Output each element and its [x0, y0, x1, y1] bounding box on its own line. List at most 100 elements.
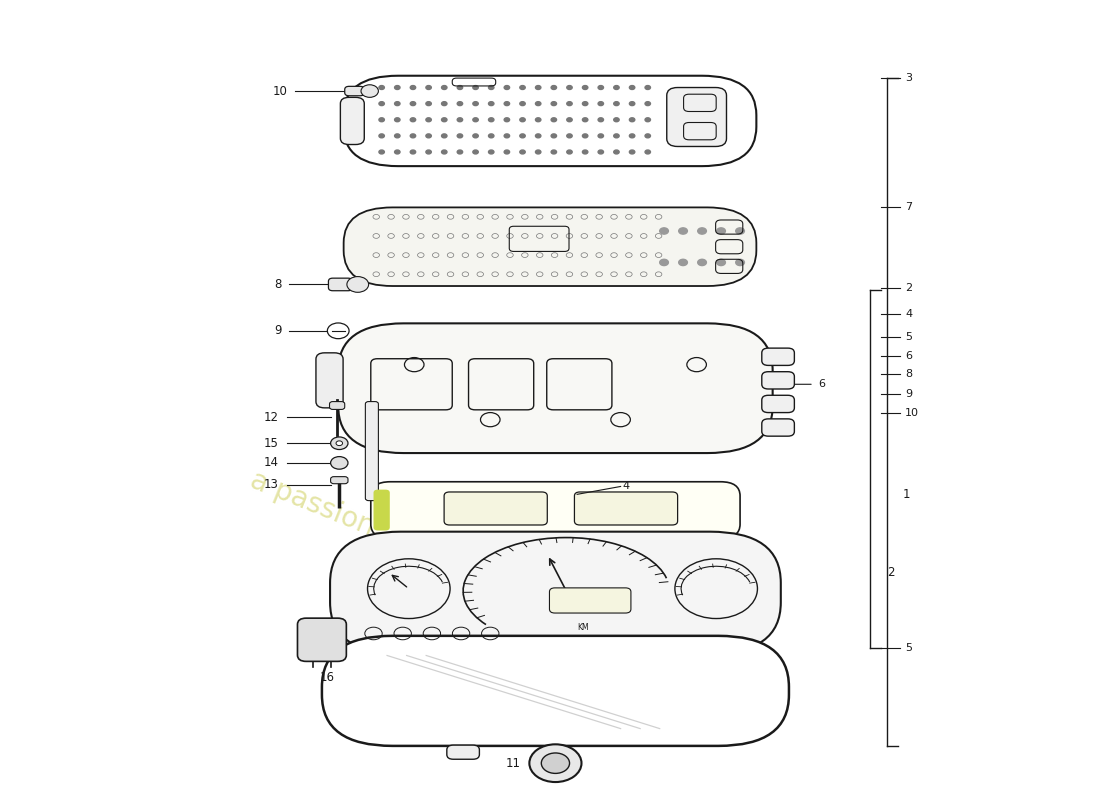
- Circle shape: [441, 118, 447, 122]
- Circle shape: [395, 102, 400, 106]
- Circle shape: [645, 102, 650, 106]
- Circle shape: [520, 134, 525, 138]
- FancyBboxPatch shape: [762, 348, 794, 366]
- FancyBboxPatch shape: [331, 477, 348, 484]
- FancyBboxPatch shape: [343, 207, 757, 286]
- Circle shape: [520, 118, 525, 122]
- Text: 16: 16: [320, 671, 334, 684]
- Circle shape: [473, 134, 478, 138]
- Circle shape: [536, 102, 541, 106]
- Circle shape: [598, 150, 604, 154]
- FancyBboxPatch shape: [365, 402, 378, 501]
- Circle shape: [504, 134, 509, 138]
- FancyBboxPatch shape: [316, 353, 343, 408]
- Circle shape: [629, 150, 635, 154]
- Circle shape: [441, 150, 447, 154]
- Circle shape: [660, 259, 669, 266]
- FancyBboxPatch shape: [371, 482, 740, 538]
- FancyBboxPatch shape: [330, 532, 781, 654]
- Circle shape: [629, 102, 635, 106]
- FancyBboxPatch shape: [374, 490, 389, 530]
- FancyBboxPatch shape: [340, 98, 364, 145]
- Circle shape: [426, 86, 431, 90]
- Circle shape: [566, 86, 572, 90]
- Circle shape: [736, 259, 745, 266]
- Circle shape: [488, 150, 494, 154]
- Text: 8: 8: [274, 278, 282, 291]
- Circle shape: [629, 86, 635, 90]
- Text: 6: 6: [905, 351, 912, 361]
- Circle shape: [458, 134, 463, 138]
- Circle shape: [458, 86, 463, 90]
- Circle shape: [441, 102, 447, 106]
- Circle shape: [378, 150, 384, 154]
- Circle shape: [566, 102, 572, 106]
- Circle shape: [629, 118, 635, 122]
- Circle shape: [645, 118, 650, 122]
- Circle shape: [346, 277, 368, 292]
- Circle shape: [441, 86, 447, 90]
- Circle shape: [473, 102, 478, 106]
- Circle shape: [582, 86, 587, 90]
- Circle shape: [536, 118, 541, 122]
- Circle shape: [660, 228, 669, 234]
- Circle shape: [331, 437, 348, 450]
- Text: 10: 10: [905, 408, 920, 418]
- Circle shape: [536, 134, 541, 138]
- Text: 9: 9: [905, 389, 912, 398]
- Circle shape: [614, 102, 619, 106]
- Circle shape: [378, 118, 384, 122]
- Circle shape: [504, 150, 509, 154]
- Circle shape: [598, 102, 604, 106]
- Circle shape: [614, 86, 619, 90]
- Text: a passion for parts since 1985: a passion for parts since 1985: [246, 466, 646, 649]
- Circle shape: [541, 753, 570, 774]
- Circle shape: [488, 134, 494, 138]
- Circle shape: [473, 86, 478, 90]
- Circle shape: [520, 86, 525, 90]
- Circle shape: [504, 102, 509, 106]
- Circle shape: [426, 102, 431, 106]
- Circle shape: [395, 134, 400, 138]
- Circle shape: [598, 118, 604, 122]
- Circle shape: [426, 150, 431, 154]
- Text: 8: 8: [905, 369, 912, 379]
- Text: 6: 6: [818, 379, 825, 390]
- FancyBboxPatch shape: [762, 419, 794, 436]
- Circle shape: [598, 134, 604, 138]
- Circle shape: [614, 118, 619, 122]
- Circle shape: [536, 86, 541, 90]
- Text: KM: KM: [576, 622, 588, 632]
- FancyBboxPatch shape: [338, 323, 772, 453]
- Circle shape: [629, 134, 635, 138]
- Text: 5: 5: [905, 332, 912, 342]
- Circle shape: [488, 86, 494, 90]
- Circle shape: [566, 150, 572, 154]
- Circle shape: [736, 228, 745, 234]
- Text: 7: 7: [905, 202, 912, 213]
- Circle shape: [458, 150, 463, 154]
- Circle shape: [378, 134, 384, 138]
- FancyBboxPatch shape: [444, 492, 548, 525]
- Circle shape: [614, 150, 619, 154]
- Circle shape: [679, 228, 688, 234]
- Text: 2: 2: [905, 282, 912, 293]
- Text: 11: 11: [506, 757, 520, 770]
- Circle shape: [614, 134, 619, 138]
- FancyBboxPatch shape: [762, 372, 794, 389]
- Circle shape: [582, 102, 587, 106]
- Circle shape: [645, 150, 650, 154]
- Circle shape: [697, 228, 706, 234]
- Circle shape: [331, 457, 348, 469]
- Text: 3: 3: [905, 73, 912, 82]
- Text: 10: 10: [273, 85, 287, 98]
- Circle shape: [717, 228, 725, 234]
- Circle shape: [645, 86, 650, 90]
- Circle shape: [336, 441, 342, 446]
- Circle shape: [410, 150, 416, 154]
- Circle shape: [529, 744, 582, 782]
- FancyBboxPatch shape: [550, 588, 631, 613]
- Circle shape: [679, 259, 688, 266]
- Circle shape: [378, 102, 384, 106]
- Circle shape: [520, 102, 525, 106]
